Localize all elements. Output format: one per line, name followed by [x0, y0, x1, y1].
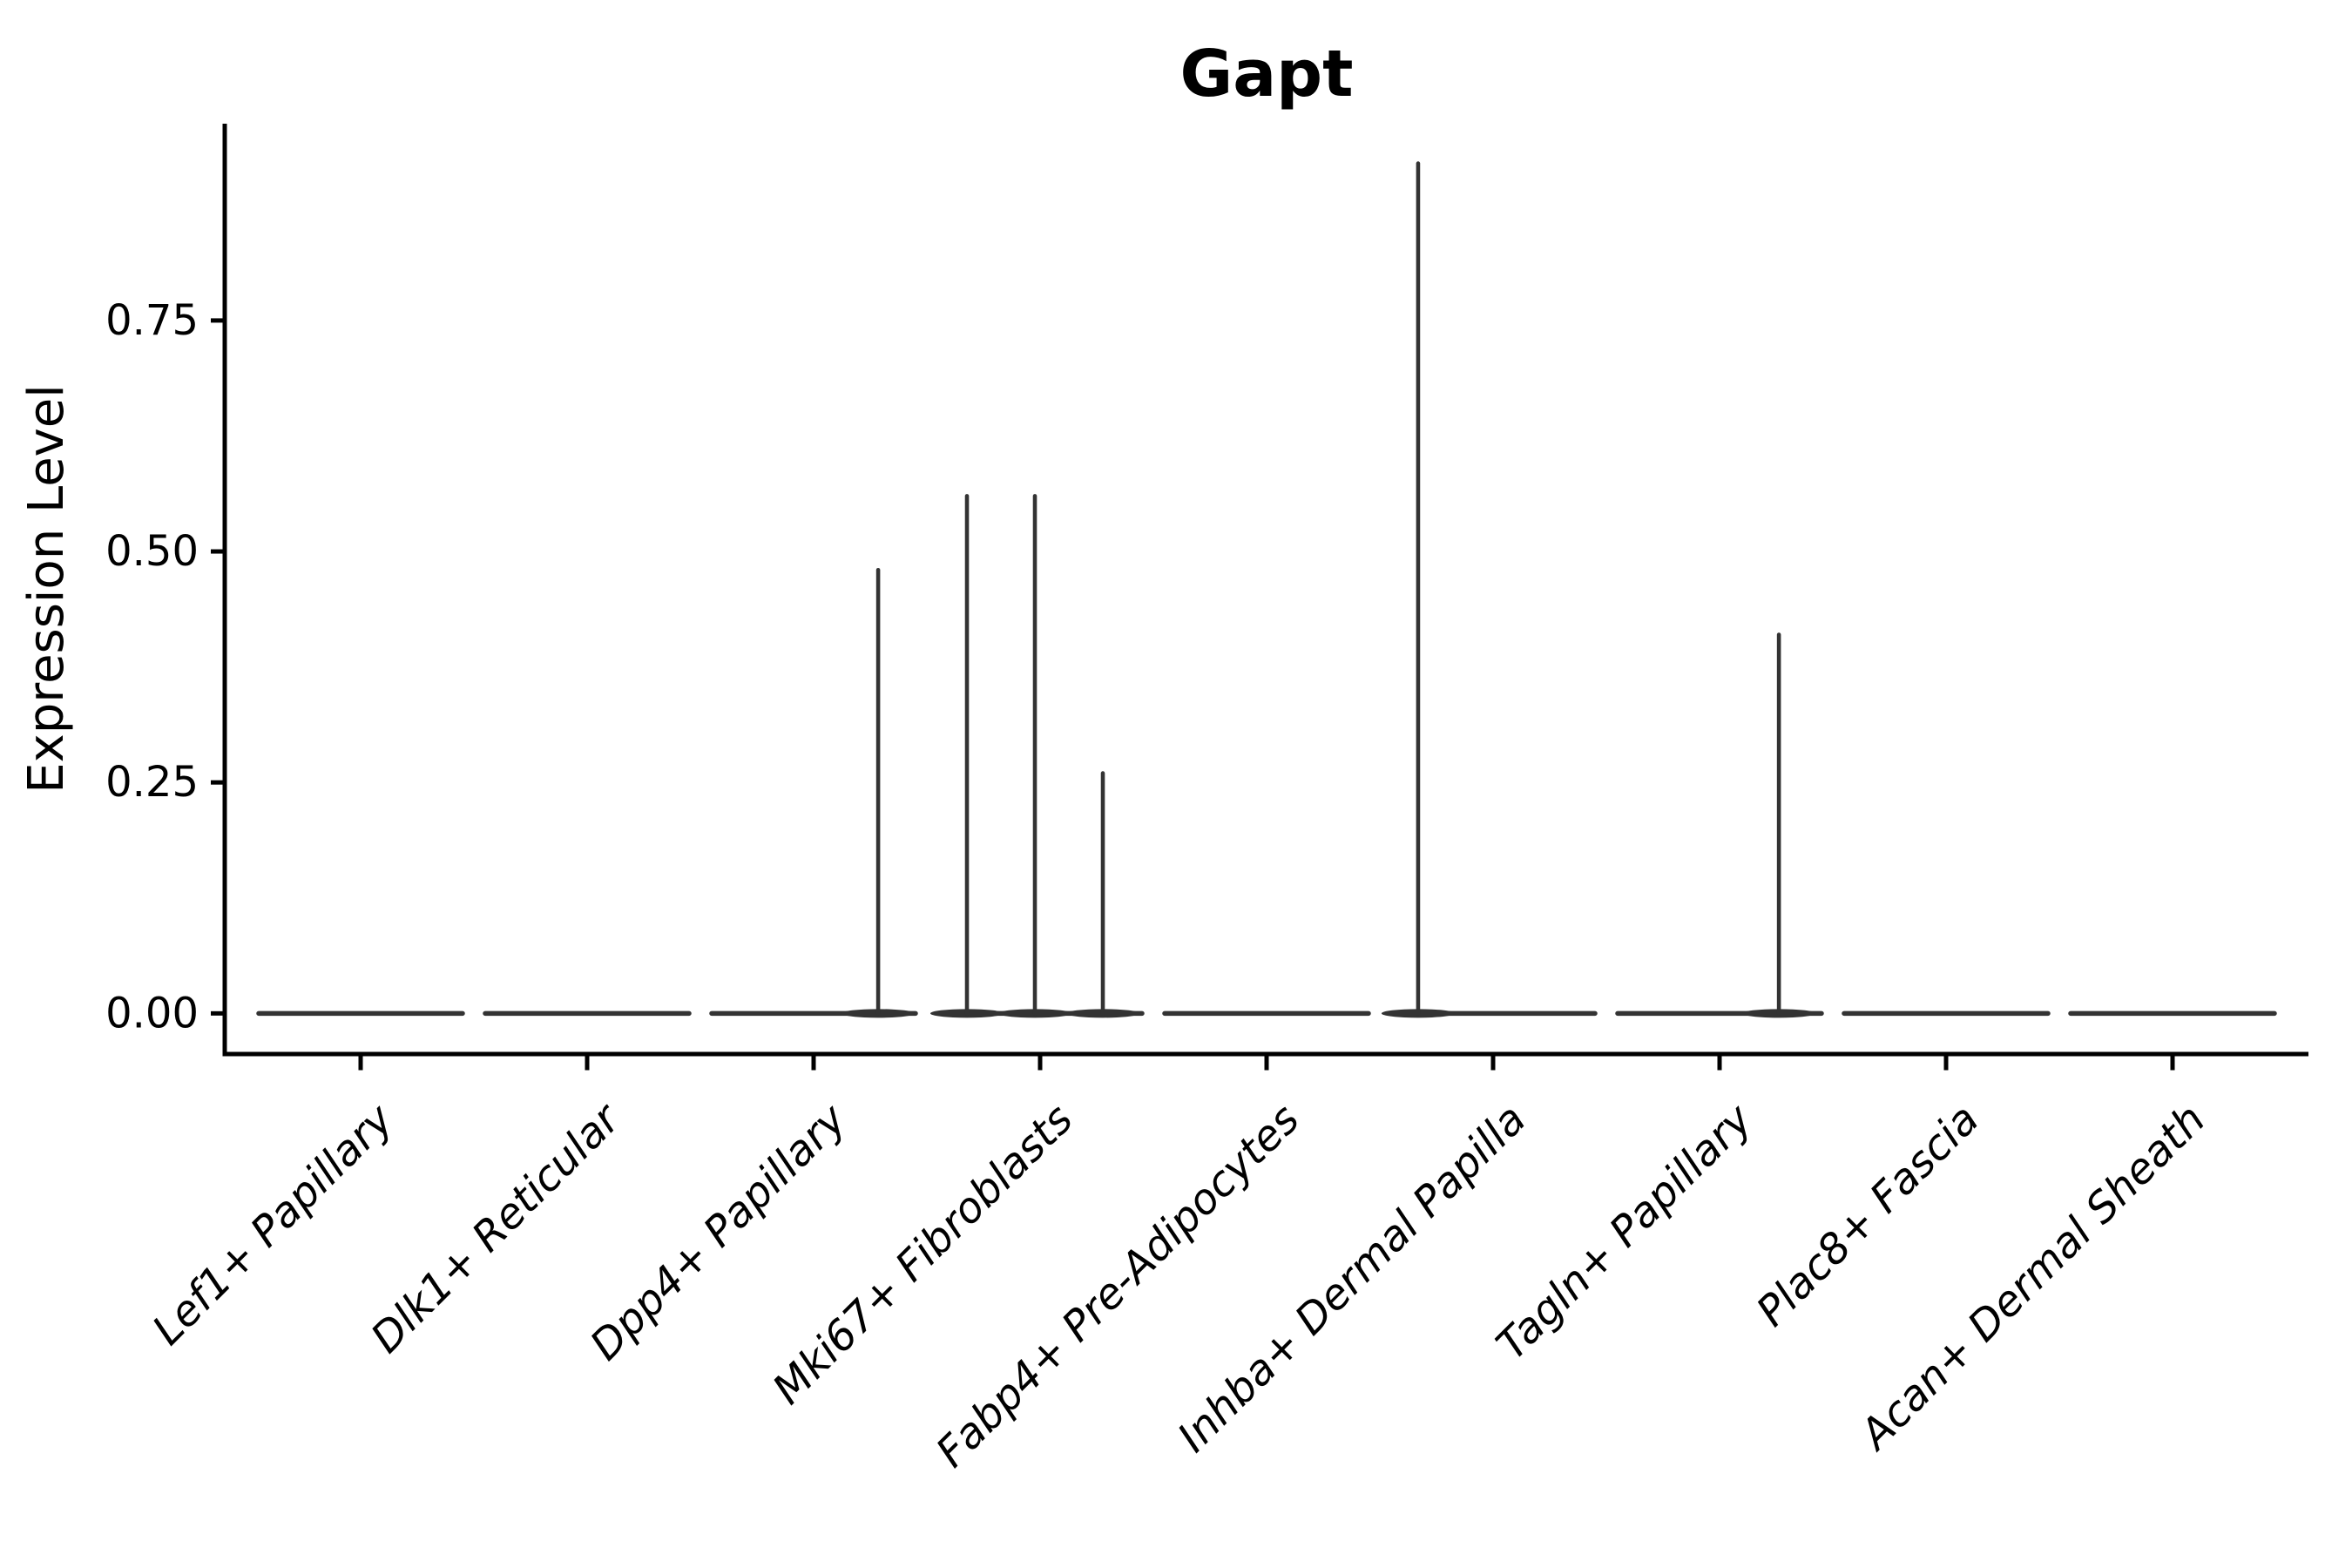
x-tick-label: Fabp4+ Pre-Adipocytes [927, 1095, 1309, 1477]
chart-title: Gapt [1179, 37, 1353, 112]
y-tick-label: 0.50 [105, 527, 199, 576]
x-tick-label: Plac8+ Fascia [1747, 1095, 1989, 1336]
y-tick-label: 0.25 [105, 758, 199, 807]
y-tick-label: 0.75 [105, 296, 199, 345]
x-tick-label: Dlk1+ Reticular [362, 1093, 632, 1363]
y-tick-label: 0.00 [105, 989, 199, 1037]
y-axis-title: Expression Level [18, 384, 75, 794]
x-tick-label: Lef1+ Papillary [143, 1094, 403, 1355]
